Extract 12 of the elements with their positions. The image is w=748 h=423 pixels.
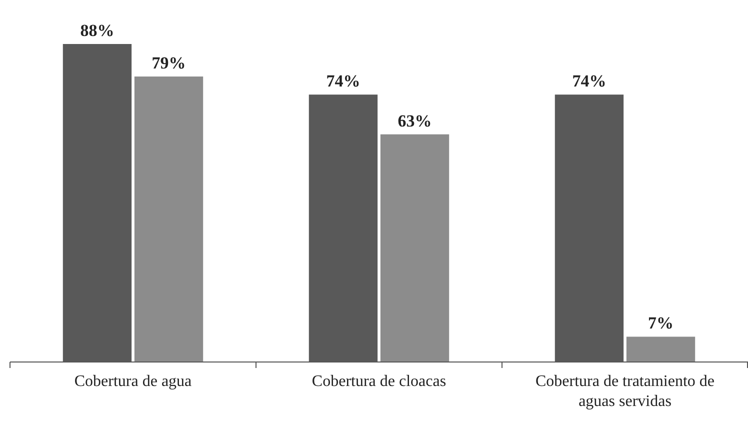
data-label: 7% <box>648 314 674 333</box>
data-label: 79% <box>152 54 186 73</box>
bar <box>134 76 204 362</box>
data-label: 74% <box>326 72 360 91</box>
bar <box>380 134 450 362</box>
bar <box>626 336 696 362</box>
data-label: 63% <box>398 111 432 130</box>
x-tick-label: Cobertura de tratamiento de aguas servidas <box>535 373 715 410</box>
x-tick-label: Cobertura de agua <box>74 373 192 390</box>
data-label: 74% <box>572 72 606 91</box>
x-tick-label: Cobertura de cloacas <box>312 373 446 390</box>
data-label: 88% <box>80 21 114 40</box>
